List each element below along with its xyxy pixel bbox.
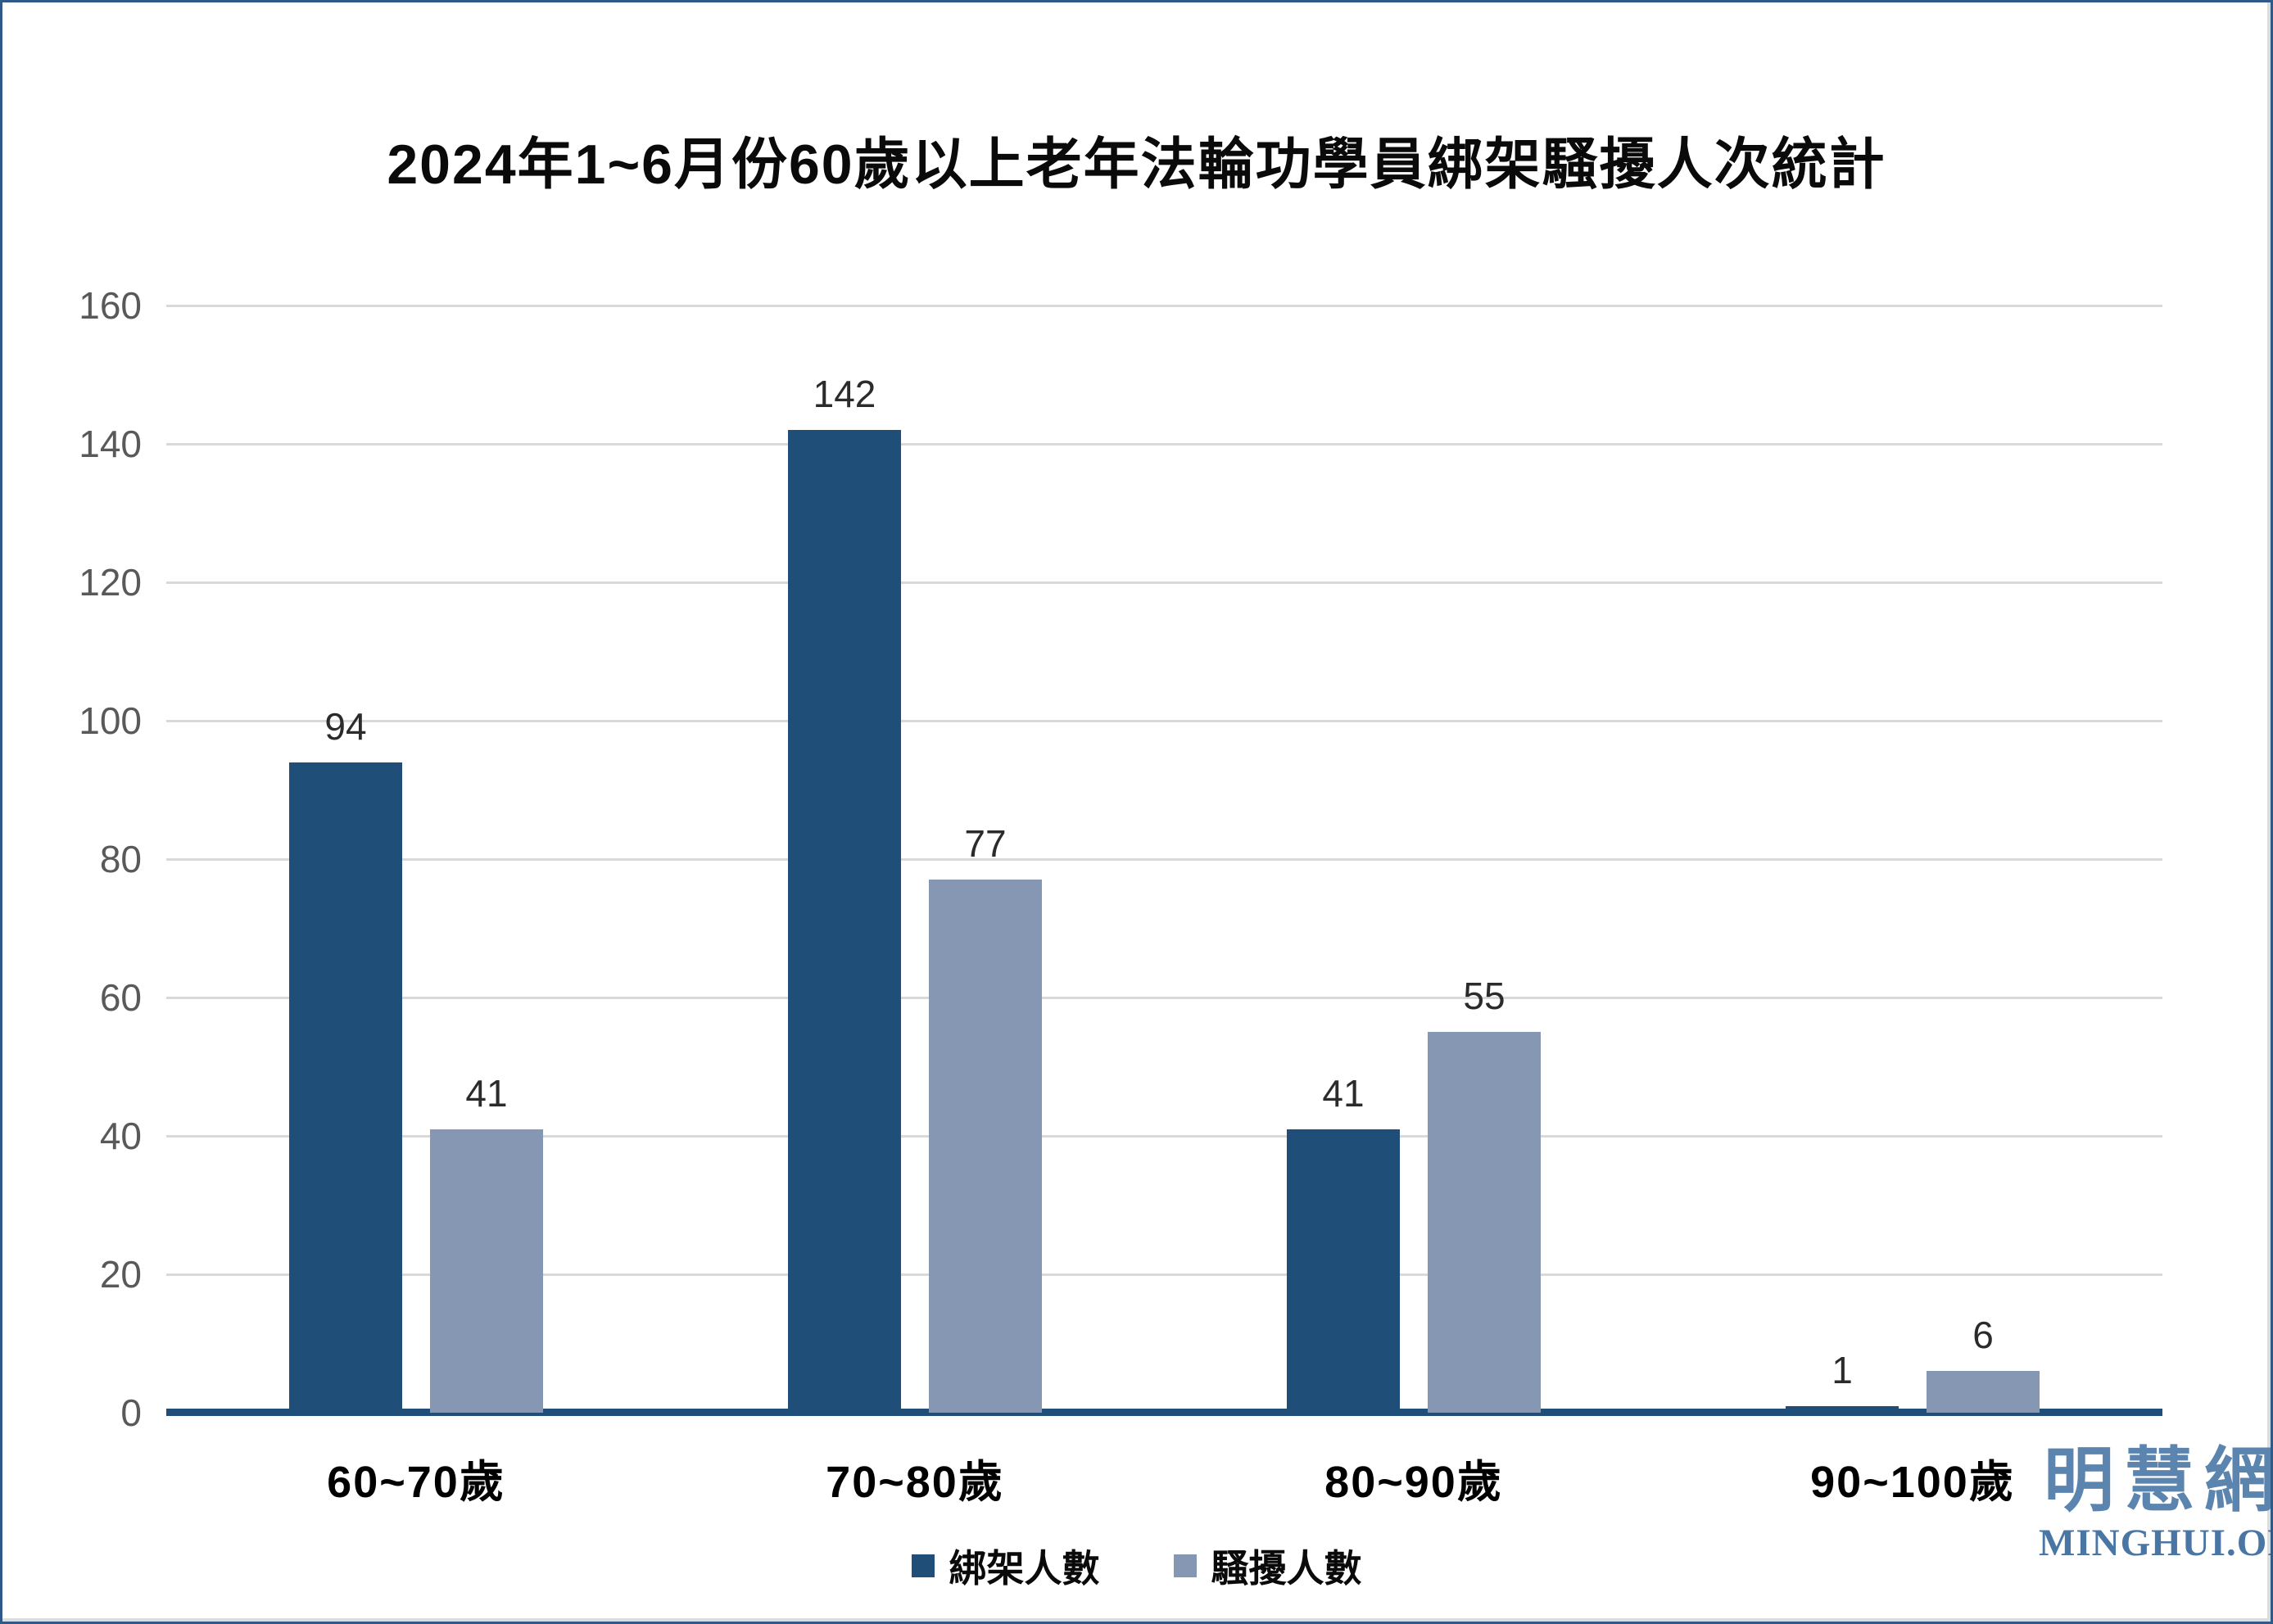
gridline-40 xyxy=(166,1135,2162,1138)
legend-item-綁架人數: 綁架人數 xyxy=(911,1539,1100,1593)
gridline-160 xyxy=(166,305,2162,307)
gridline-60 xyxy=(166,997,2162,999)
y-tick-label: 100 xyxy=(79,699,142,742)
x-category-label: 60~70歲 xyxy=(327,1458,505,1507)
bar-value-label: 6 xyxy=(1972,1314,1994,1357)
legend-swatch-icon xyxy=(1173,1554,1197,1577)
bar-騷擾人數-60~70歲 xyxy=(430,1129,543,1413)
gridline-140 xyxy=(166,443,2162,446)
bar-value-label: 41 xyxy=(1322,1071,1365,1115)
watermark-latin-text: MINGHUI.ORG xyxy=(2039,1522,2271,1564)
legend-item-騷擾人數: 騷擾人數 xyxy=(1173,1539,1362,1593)
bar-騷擾人數-80~90歲 xyxy=(1428,1032,1541,1413)
bar-value-label: 41 xyxy=(465,1071,508,1115)
bar-cell: 1 xyxy=(1786,1348,1899,1413)
y-tick-label: 160 xyxy=(79,284,142,327)
chart-title: 2024年1~6月份60歲以上老年法輪功學員綁架騷擾人次統計 xyxy=(387,133,1886,196)
bar-綁架人數-70~80歲 xyxy=(788,430,901,1413)
bar-騷擾人數-90~100歲 xyxy=(1927,1371,2040,1413)
bar-cell: 77 xyxy=(929,821,1042,1413)
bar-cell: 55 xyxy=(1428,974,1541,1413)
bar-value-label: 1 xyxy=(1832,1348,1853,1391)
bar-cell: 94 xyxy=(289,704,402,1413)
y-tick-label: 120 xyxy=(79,561,142,604)
gridline-100 xyxy=(166,720,2162,722)
bar-cell: 6 xyxy=(1927,1313,2040,1413)
bar-value-label: 142 xyxy=(813,373,876,416)
bar-value-label: 77 xyxy=(964,822,1007,866)
bar-騷擾人數-70~80歲 xyxy=(929,880,1042,1413)
bar-綁架人數-60~70歲 xyxy=(289,762,402,1413)
legend-label: 騷擾人數 xyxy=(1211,1547,1362,1590)
x-category-label: 80~90歲 xyxy=(1324,1458,1503,1507)
y-tick-label: 40 xyxy=(99,1115,142,1157)
gridline-120 xyxy=(166,581,2162,584)
bar-cell: 41 xyxy=(430,1071,543,1413)
bar-group-1: 94 41 xyxy=(277,704,555,1413)
x-category-label: 90~100歲 xyxy=(1810,1458,2015,1507)
bar-group-2: 142 77 xyxy=(776,372,1054,1413)
bar-綁架人數-90~100歲 xyxy=(1786,1405,1899,1413)
y-tick-label: 140 xyxy=(79,423,142,465)
y-tick-label: 0 xyxy=(120,1391,142,1434)
legend-swatch-icon xyxy=(911,1554,935,1577)
x-axis-baseline xyxy=(166,1409,2162,1416)
bar-綁架人數-80~90歲 xyxy=(1287,1129,1400,1413)
bar-cell: 41 xyxy=(1287,1071,1400,1413)
gridline-80 xyxy=(166,858,2162,861)
watermark-cjk-text: 明慧網 xyxy=(2044,1441,2273,1520)
gridline-20 xyxy=(166,1273,2162,1276)
x-category-label: 70~80歲 xyxy=(826,1458,1004,1507)
minghui-watermark: 明慧網 MINGHUI.ORG xyxy=(2039,1445,2271,1564)
y-tick-label: 80 xyxy=(99,838,142,880)
y-tick-label: 60 xyxy=(99,976,142,1019)
bar-group-3: 41 55 xyxy=(1275,974,1553,1413)
bar-cell: 142 xyxy=(788,372,901,1413)
legend-label: 綁架人數 xyxy=(949,1547,1100,1590)
y-tick-label: 20 xyxy=(99,1253,142,1296)
legend: 綁架人數 騷擾人數 xyxy=(2,1539,2271,1593)
bar-value-label: 55 xyxy=(1463,975,1506,1018)
bar-value-label: 94 xyxy=(324,704,367,748)
